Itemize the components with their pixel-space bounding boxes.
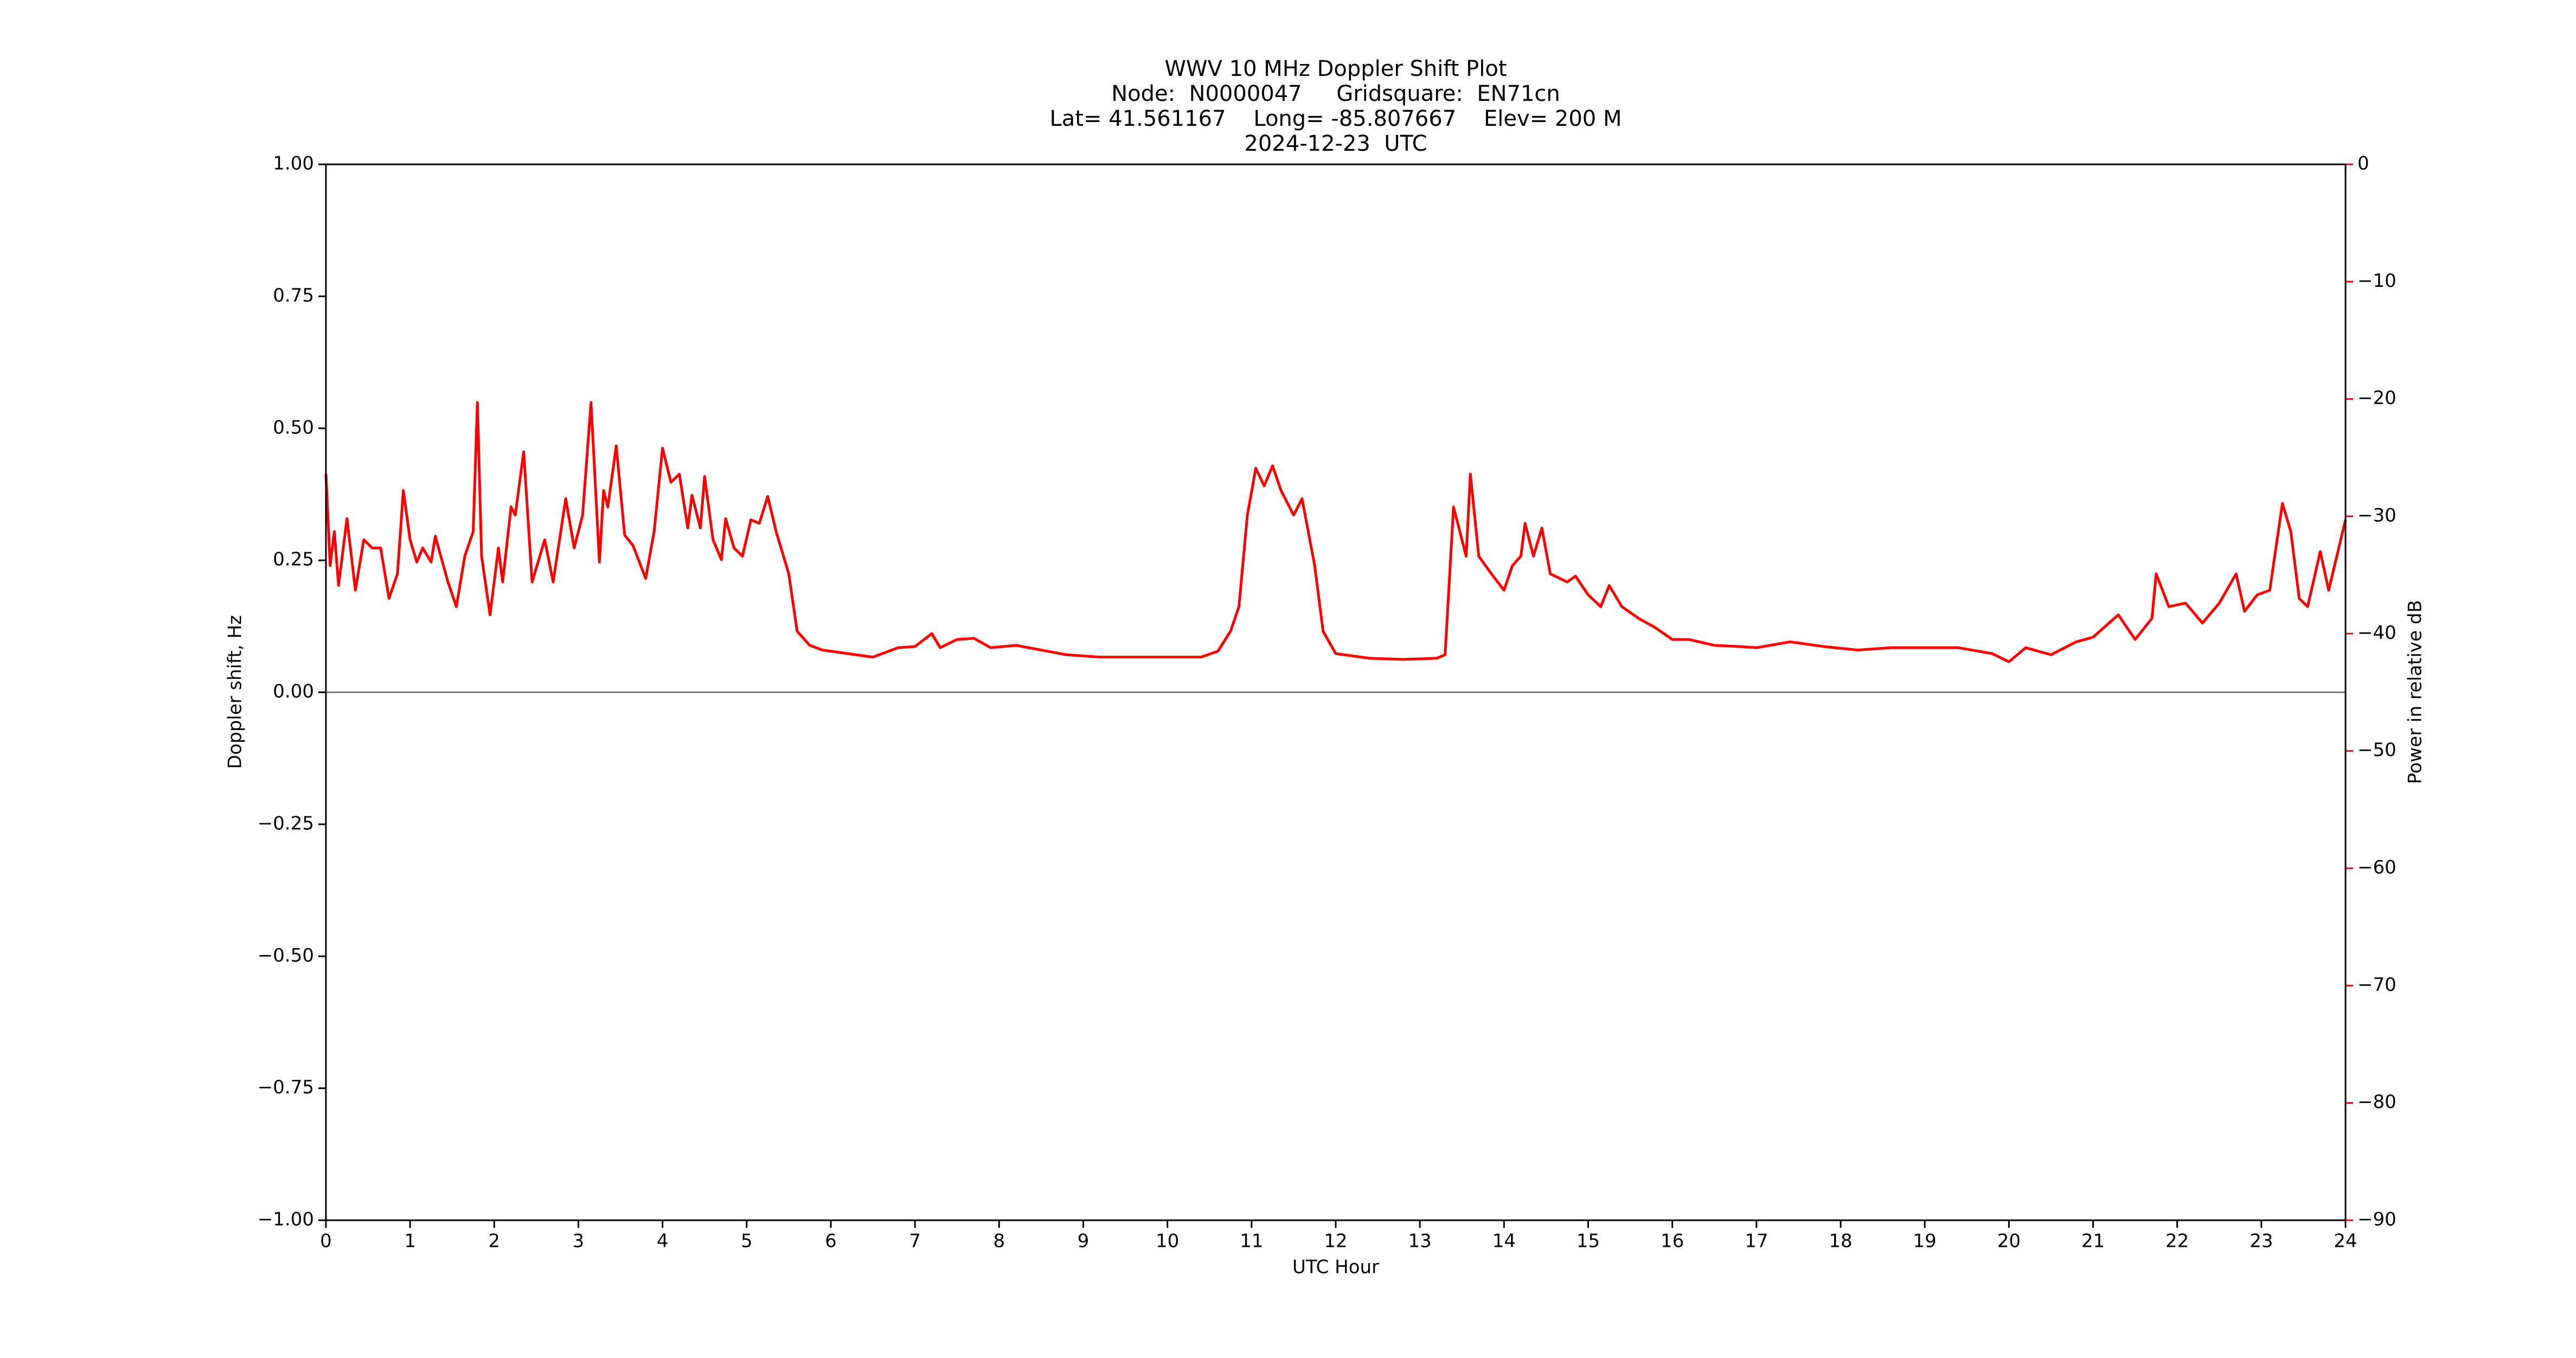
y2-tick-label: −30 bbox=[2357, 505, 2396, 527]
x-tick-label: 20 bbox=[1997, 1231, 2021, 1252]
x-tick-label: 19 bbox=[1913, 1231, 1937, 1252]
y-tick-label: −0.25 bbox=[258, 812, 314, 834]
y2-axis-label: Power in relative dB bbox=[2405, 600, 2426, 784]
x-tick-label: 0 bbox=[320, 1231, 332, 1252]
y2-tick-label: 0 bbox=[2357, 153, 2369, 175]
x-tick-label: 10 bbox=[1156, 1231, 1179, 1252]
x-tick-label: 15 bbox=[1577, 1231, 1600, 1252]
y-tick-label: −1.00 bbox=[258, 1209, 314, 1231]
data-line bbox=[324, 401, 2347, 663]
y-tick-label: 1.00 bbox=[273, 153, 314, 175]
x-tick-label: 22 bbox=[2165, 1231, 2189, 1252]
x-tick-label: 17 bbox=[1745, 1231, 1768, 1252]
x-tick-label: 6 bbox=[825, 1231, 837, 1252]
x-tick-label: 11 bbox=[1240, 1231, 1263, 1252]
x-tick-label: 5 bbox=[741, 1231, 753, 1252]
x-tick-label: 7 bbox=[909, 1231, 921, 1252]
x-tick-label: 23 bbox=[2250, 1231, 2273, 1252]
chart-title: WWV 10 MHz Doppler Shift Plot bbox=[1164, 56, 1507, 81]
y-tick-label: −0.50 bbox=[258, 945, 314, 966]
y2-tick-label: −80 bbox=[2357, 1091, 2396, 1113]
x-tick-label: 16 bbox=[1661, 1231, 1684, 1252]
y2-tick-label: −10 bbox=[2357, 270, 2396, 292]
x-tick-label: 12 bbox=[1324, 1231, 1347, 1252]
y-tick-label: 0.00 bbox=[273, 681, 314, 702]
x-tick-label: 21 bbox=[2081, 1231, 2105, 1252]
y2-tick-label: −40 bbox=[2357, 622, 2396, 644]
y2-tick-label: −70 bbox=[2357, 974, 2396, 996]
x-tick-label: 13 bbox=[1408, 1231, 1432, 1252]
y-tick-label: 0.50 bbox=[273, 417, 314, 438]
y2-tick-label: −50 bbox=[2357, 739, 2396, 761]
y-tick-label: 0.25 bbox=[273, 549, 314, 571]
y-tick-label: 0.75 bbox=[273, 285, 314, 306]
x-tick-label: 1 bbox=[404, 1231, 416, 1252]
y-axis-label: Doppler shift, Hz bbox=[225, 615, 246, 769]
x-tick-label: 9 bbox=[1078, 1231, 1090, 1252]
x-tick-label: 8 bbox=[994, 1231, 1005, 1252]
chart-subtitle: Node: N0000047 Gridsquare: EN71cn bbox=[1111, 81, 1560, 106]
x-tick-label: 24 bbox=[2334, 1231, 2357, 1252]
y2-tick-label: −60 bbox=[2357, 857, 2396, 879]
x-tick-label: 18 bbox=[1829, 1231, 1852, 1252]
y2-tick-label: −20 bbox=[2357, 387, 2396, 409]
x-tick-label: 4 bbox=[657, 1231, 669, 1252]
x-tick-label: 14 bbox=[1492, 1231, 1516, 1252]
chart-subtitle: 2024-12-23 UTC bbox=[1244, 131, 1427, 156]
y2-tick-label: −90 bbox=[2357, 1209, 2396, 1231]
y-tick-label: −0.75 bbox=[258, 1077, 314, 1098]
x-axis-label: UTC Hour bbox=[1292, 1257, 1379, 1278]
x-tick-label: 3 bbox=[573, 1231, 585, 1252]
chart-subtitle: Lat= 41.561167 Long= -85.807667 Elev= 20… bbox=[1050, 106, 1622, 131]
x-tick-label: 2 bbox=[489, 1231, 501, 1252]
plot-frame bbox=[325, 163, 2347, 1221]
